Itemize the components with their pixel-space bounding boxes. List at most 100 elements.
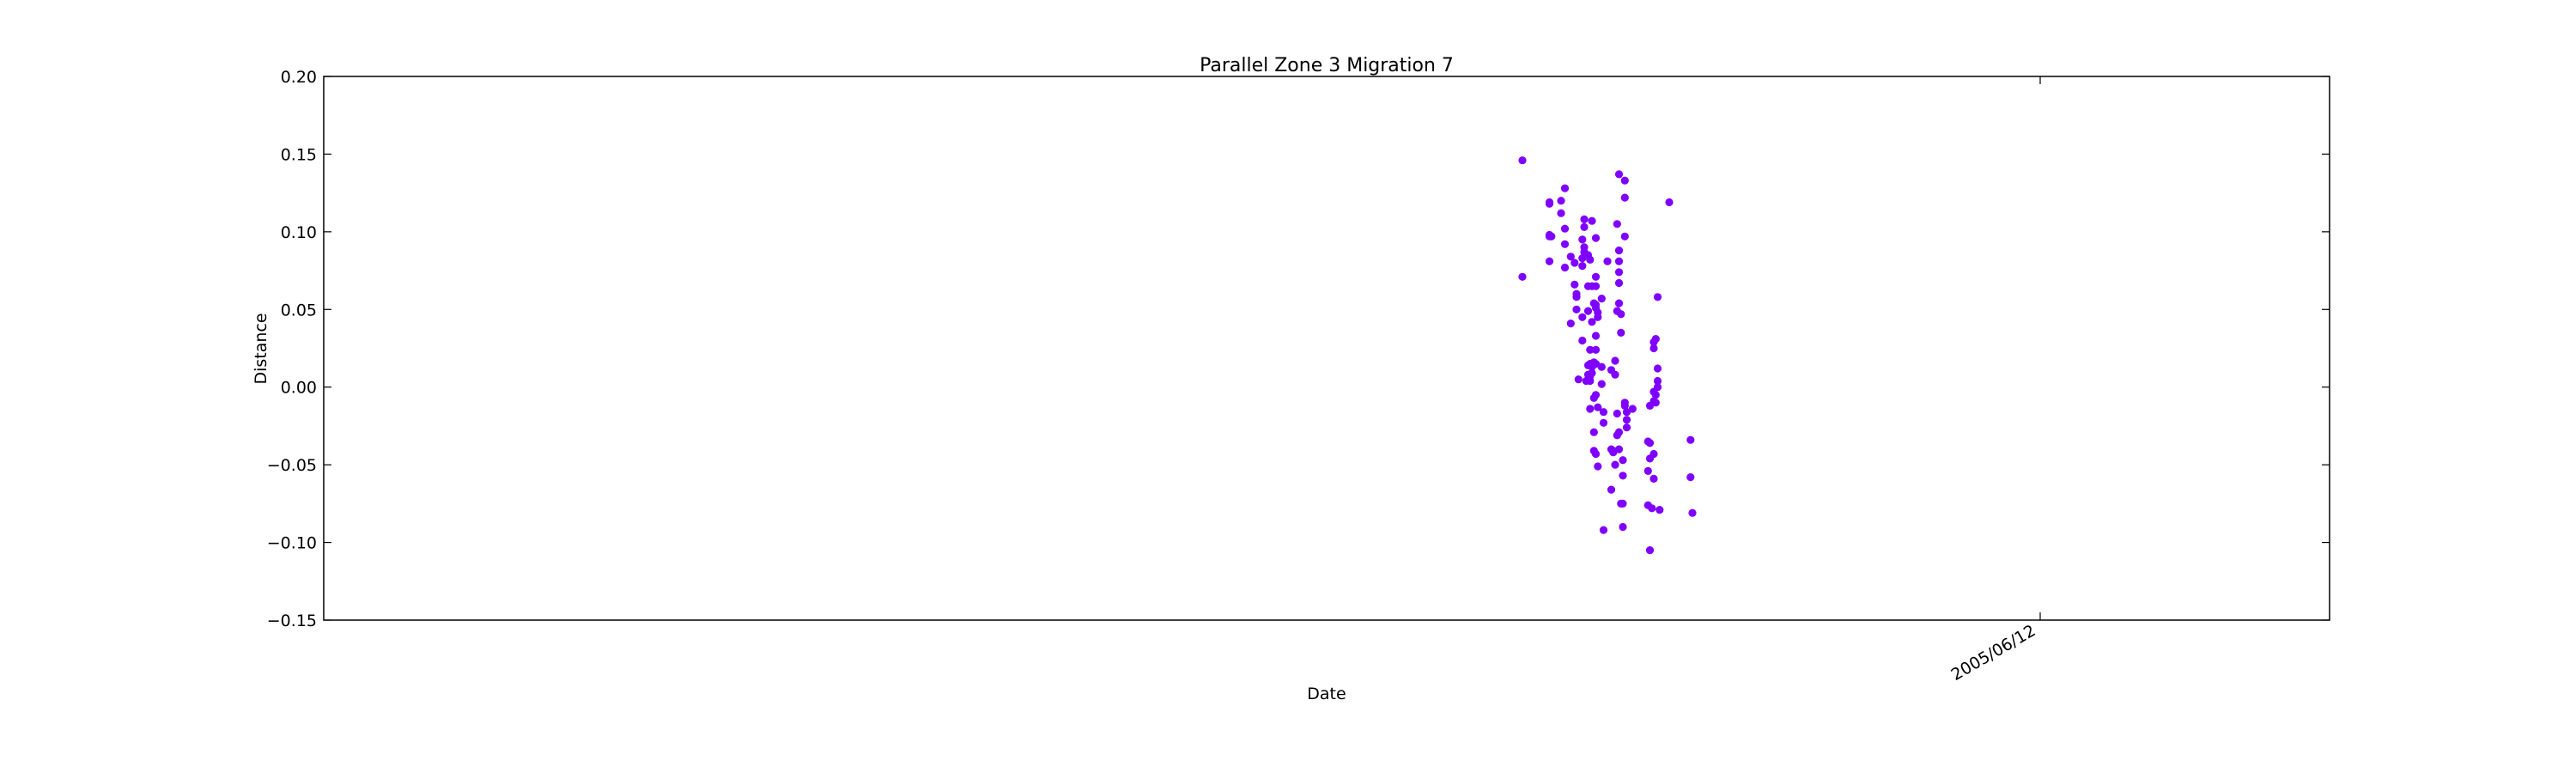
data-point — [1572, 305, 1581, 313]
data-point — [1653, 364, 1662, 373]
data-point — [1580, 222, 1589, 231]
data-point — [1643, 466, 1652, 476]
plot-frame — [323, 76, 2330, 621]
data-point — [1611, 460, 1619, 469]
data-point — [1613, 409, 1621, 418]
data-point — [1586, 345, 1595, 354]
data-point — [1619, 499, 1627, 508]
data-point — [1594, 462, 1602, 471]
data-point — [1591, 345, 1601, 354]
data-point — [1591, 234, 1601, 242]
data-point — [1566, 320, 1575, 328]
data-point — [1603, 257, 1612, 265]
data-point — [1614, 428, 1624, 436]
data-point — [1620, 401, 1629, 410]
data-point — [1620, 193, 1629, 202]
data-point — [1622, 408, 1631, 417]
y-tick-label: 0.20 — [281, 68, 317, 87]
data-point — [1589, 428, 1598, 436]
data-point — [1572, 293, 1581, 301]
data-point — [1586, 255, 1595, 264]
data-point — [1649, 449, 1658, 459]
data-point — [1599, 408, 1608, 417]
data-point — [1583, 307, 1593, 315]
data-point — [1560, 224, 1570, 233]
data-point — [1594, 403, 1602, 411]
y-tick-label: 0.05 — [281, 301, 317, 320]
data-point — [1651, 335, 1660, 344]
x-axis-label: Date — [1307, 685, 1346, 703]
data-point — [1611, 356, 1619, 365]
data-point — [1614, 257, 1624, 265]
data-point — [1614, 299, 1624, 307]
data-point — [1591, 449, 1601, 459]
data-point — [1518, 272, 1527, 281]
data-point — [1617, 328, 1625, 337]
y-tick-label: 0.00 — [281, 379, 317, 398]
data-point — [1560, 263, 1570, 272]
data-point — [1594, 313, 1602, 321]
data-point — [1649, 344, 1658, 353]
data-point — [1665, 198, 1674, 207]
data-point — [1547, 232, 1556, 240]
data-point — [1653, 293, 1662, 301]
data-point — [1560, 184, 1570, 192]
y-tick-label: 0.10 — [281, 223, 317, 242]
data-points — [1518, 156, 1697, 555]
data-point — [1586, 376, 1595, 386]
data-point — [1578, 313, 1587, 321]
data-point — [1622, 416, 1631, 424]
data-point — [1628, 405, 1637, 413]
data-point — [1599, 526, 1608, 534]
data-point — [1614, 445, 1624, 453]
data-point — [1588, 216, 1596, 225]
data-point — [1613, 220, 1621, 228]
chart-title: Parallel Zone 3 Migration 7 — [1200, 55, 1454, 76]
data-point — [1597, 362, 1606, 371]
data-point — [1588, 368, 1596, 377]
data-point — [1686, 473, 1695, 482]
data-point — [1571, 280, 1579, 289]
data-point — [1597, 295, 1606, 303]
data-point — [1578, 262, 1587, 271]
data-point — [1645, 546, 1655, 555]
data-point — [1617, 310, 1625, 319]
data-point — [1619, 472, 1627, 480]
data-point — [1599, 418, 1608, 427]
data-point — [1653, 376, 1662, 386]
data-point — [1651, 399, 1660, 407]
data-point — [1578, 235, 1587, 244]
data-point — [1619, 522, 1627, 532]
y-axis-label: Distance — [252, 313, 270, 384]
x-axis-tick: 2005/06/12 — [1948, 76, 2041, 685]
data-point — [1518, 156, 1527, 165]
y-tick-label: −0.05 — [267, 456, 317, 475]
data-point — [1557, 197, 1565, 205]
data-point — [1607, 485, 1616, 494]
data-point — [1591, 391, 1601, 399]
data-point — [1560, 240, 1570, 248]
data-point — [1620, 176, 1629, 185]
data-point — [1611, 370, 1619, 379]
data-point — [1651, 391, 1660, 399]
data-point — [1645, 439, 1655, 447]
data-point — [1566, 253, 1575, 261]
data-point — [1586, 405, 1595, 413]
data-point — [1591, 272, 1601, 281]
data-point — [1648, 504, 1656, 513]
x-tick-label: 2005/06/12 — [1948, 621, 2039, 685]
data-point — [1574, 375, 1583, 384]
data-point — [1653, 383, 1662, 392]
y-tick-label: 0.15 — [281, 145, 317, 164]
data-point — [1649, 474, 1658, 484]
y-axis-ticks: 0.20 0.15 0.10 0.05 0.00 −0.05 −0.10 −0.15 — [267, 68, 2330, 630]
data-point — [1591, 332, 1601, 340]
data-point — [1578, 336, 1587, 345]
data-point — [1580, 215, 1589, 223]
data-point — [1686, 435, 1695, 444]
data-point — [1656, 506, 1664, 514]
data-point — [1545, 198, 1554, 207]
data-point — [1571, 259, 1579, 267]
data-point — [1588, 318, 1596, 326]
